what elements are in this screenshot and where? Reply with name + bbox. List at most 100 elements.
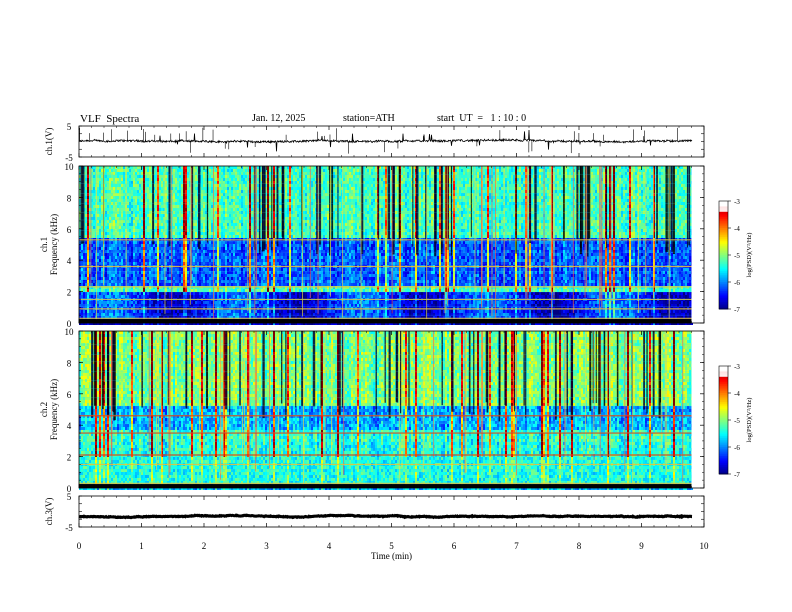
ch1-spectrogram-cell [93, 217, 95, 220]
ch1-spectrogram-cell [109, 310, 111, 313]
ch1-spectrogram-cell [107, 226, 109, 229]
ch1-spectrogram-cell [87, 220, 89, 223]
ch1-spectrogram-cell [109, 277, 111, 280]
ch1-spectrogram-cell [107, 220, 109, 223]
ch1-spectrogram-cell [85, 277, 87, 280]
ch1-spectrogram-cell [101, 226, 103, 229]
ch1-spectrogram-cell [85, 262, 87, 265]
ch1-spectrogram-cell [105, 208, 107, 211]
ch1-spectrogram-cell [97, 184, 99, 187]
ch1-spectrogram-cell [93, 235, 95, 238]
ch1-spectrogram-cell [87, 217, 89, 220]
ch1-spectrogram-cell [109, 190, 111, 193]
ch1-spectrogram-cell [93, 280, 95, 283]
ch1-spectrogram-cell [121, 169, 123, 172]
ch1-spectrogram-cell [115, 205, 117, 208]
ch1-spectrogram-cell [117, 292, 119, 295]
ch1-spectrogram-cell [101, 241, 103, 244]
ch1-spectrogram-cell [85, 190, 87, 193]
ch1-spectrogram-cell [97, 220, 99, 223]
ch1-spectrogram-cell [99, 280, 101, 283]
ch1-spectrogram-cell [101, 232, 103, 235]
ch1-spectrogram-cell [99, 208, 101, 211]
ch1-spectrogram-cell [109, 313, 111, 316]
ch1-spectrogram-cell [115, 184, 117, 187]
ch1-spectrogram-cell [105, 253, 107, 256]
ch1-spectrogram-cell [103, 289, 105, 292]
ch1-spectrogram-cell [107, 310, 109, 313]
ch1-spectrogram-cell [85, 235, 87, 238]
ch1-spectrogram-cell [119, 235, 121, 238]
ch1-spectrogram-cell [107, 214, 109, 217]
ch1-spectrogram-cell [117, 223, 119, 226]
ch1-spectrogram-cell [115, 268, 117, 271]
ch1-spectrogram-cell [111, 199, 113, 202]
ch1-spectrogram-cell [87, 247, 89, 250]
ch1-spectrogram-cell [119, 259, 121, 262]
ch1-spectrogram-cell [111, 244, 113, 247]
ch1-spectrogram-cell [107, 244, 109, 247]
ch1-spectrogram-cell [105, 241, 107, 244]
ch1-spectrogram-cell [99, 250, 101, 253]
ch1-spectrogram-cell [97, 247, 99, 250]
ch1-spectrogram-cell [111, 190, 113, 193]
ch1-spectrogram-cell [109, 253, 111, 256]
ch1-spectrogram-cell [81, 268, 83, 271]
ch1-spectrogram-cell [87, 256, 89, 259]
ch1-spectrogram-cell [121, 178, 123, 181]
ch1-spectrogram-cell [83, 247, 85, 250]
ch1-spectrogram-cell [93, 166, 95, 169]
ch1-spectrogram-cell [91, 295, 93, 298]
ch1-spectrogram-cell [115, 220, 117, 223]
ch1-spectrogram-cell [101, 208, 103, 211]
ch1-spectrogram-cell [93, 199, 95, 202]
ch1-spectrogram-cell [115, 262, 117, 265]
ch1-spectrogram-cell [119, 199, 121, 202]
ch1-spectrogram-cell [105, 166, 107, 169]
ch1-spectrogram-cell [97, 289, 99, 292]
ch1-spectrogram-cell [85, 283, 87, 286]
ch1-spectrogram-cell [93, 250, 95, 253]
ch1-spectrogram-cell [89, 313, 91, 316]
ch1-spectrogram-cell [97, 235, 99, 238]
ch1-spectrogram-cell [117, 214, 119, 217]
ch1-spectrogram-cell [111, 223, 113, 226]
ch1-spectrogram-cell [87, 223, 89, 226]
ch1-spectrogram-cell [113, 292, 115, 295]
ch1-spectrogram-cell [91, 301, 93, 304]
ch1-spectrogram-cell [117, 277, 119, 280]
ch1-spectrogram-cell [109, 250, 111, 253]
ch1-spectrogram-cell [93, 190, 95, 193]
ch1-spectrogram-cell [115, 232, 117, 235]
ch1-spectrogram-cell [99, 241, 101, 244]
ch1-spectrogram-cell [115, 313, 117, 316]
ch1-spectrogram-cell [87, 169, 89, 172]
ch1-spectrogram-cell [111, 313, 113, 316]
ch1-spectrogram-cell [83, 280, 85, 283]
ch1-spectrogram-cell [91, 289, 93, 292]
ch1-spectrogram-cell [101, 244, 103, 247]
ch1-spectrogram-cell [105, 175, 107, 178]
ch1-spectrogram-cell [85, 214, 87, 217]
ch1-spectrogram-cell [85, 274, 87, 277]
ch1-spectrogram-cell [97, 244, 99, 247]
ch1-spectrogram-cell [85, 253, 87, 256]
ch1-spectrogram-cell [99, 277, 101, 280]
ch1-spectrogram-cell [99, 223, 101, 226]
ch1-spectrogram-cell [97, 172, 99, 175]
ch1-spectrogram-cell [81, 313, 83, 316]
ch1-spectrogram-cell [113, 289, 115, 292]
ch1-spectrogram-cell [113, 172, 115, 175]
ch1-spectrogram-cell [93, 214, 95, 217]
ch1-spectrogram-cell [97, 217, 99, 220]
ch1-spectrogram-cell [97, 253, 99, 256]
ch1-spectrogram-cell [93, 196, 95, 199]
ch1-spectrogram-cell [83, 283, 85, 286]
ch1-spectrogram-cell [87, 283, 89, 286]
ch1-spectrogram-cell [119, 196, 121, 199]
ch1-spectrogram-cell [117, 175, 119, 178]
ch1-spectrogram-cell [115, 241, 117, 244]
ch1-spectrogram-cell [121, 214, 123, 217]
ch1-spectrogram-cell [109, 217, 111, 220]
ch1-spectrogram-cell [115, 289, 117, 292]
